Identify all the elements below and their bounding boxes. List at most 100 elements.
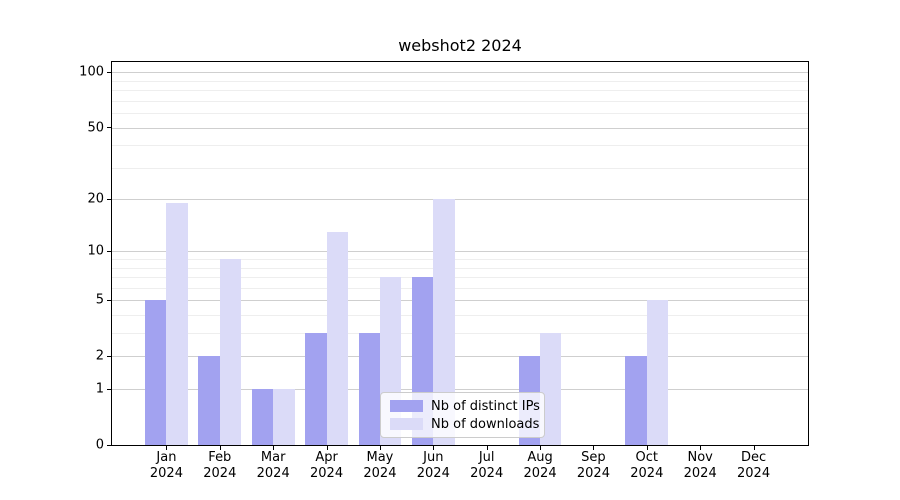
bar-distinct-ips-jan <box>145 300 167 445</box>
y-tick-mark <box>107 250 111 252</box>
bar-distinct-ips-oct <box>625 356 647 445</box>
y-tick-mark <box>107 299 111 301</box>
y-tick-mark <box>107 127 111 129</box>
gridline-major <box>112 389 808 391</box>
gridline-minor <box>112 113 808 115</box>
bar-downloads-oct <box>646 300 669 445</box>
gridline-minor <box>112 100 808 102</box>
bar-downloads-mar <box>273 389 295 445</box>
y-tick-mark <box>107 198 111 200</box>
bar-downloads-apr <box>326 231 348 445</box>
x-tick-month: Aug <box>527 450 553 465</box>
x-tick-mark <box>646 446 648 450</box>
gridline-major <box>112 300 808 302</box>
bar-distinct-ips-may <box>358 333 380 445</box>
x-tick-label: Dec 2024 <box>737 450 770 482</box>
x-tick-month: Oct <box>635 450 659 465</box>
x-tick-label: Apr 2024 <box>310 450 343 482</box>
x-tick-mark <box>433 446 435 450</box>
x-tick-mark <box>166 446 168 450</box>
legend: Nb of distinct IPs Nb of downloads <box>380 392 545 438</box>
x-tick-label: Feb 2024 <box>203 450 236 482</box>
plot-area <box>111 61 809 446</box>
x-tick-month: Mar <box>260 450 286 465</box>
y-tick-label: 2 <box>95 348 104 364</box>
gridline-major <box>112 199 808 201</box>
x-tick-year: 2024 <box>576 466 610 481</box>
x-tick-year: 2024 <box>149 466 183 481</box>
gridline-minor <box>112 167 808 169</box>
gridline-minor <box>112 287 808 289</box>
x-tick-year: 2024 <box>683 466 717 481</box>
legend-swatch-distinct-ips <box>390 400 423 412</box>
x-tick-label: Oct 2024 <box>630 450 663 482</box>
x-tick-mark <box>486 446 488 450</box>
x-tick-year: 2024 <box>256 466 290 481</box>
gridline-major <box>112 72 808 74</box>
x-tick-year: 2024 <box>470 466 504 481</box>
gridline-minor <box>112 277 808 279</box>
legend-swatch-downloads <box>390 418 423 430</box>
bar-distinct-ips-feb <box>198 356 220 445</box>
bar-downloads-aug <box>540 333 562 445</box>
y-tick-label: 50 <box>87 120 104 136</box>
legend-item-distinct-ips: Nb of distinct IPs <box>390 398 540 414</box>
x-tick-month: Jun <box>423 450 444 465</box>
y-tick-mark <box>107 355 111 357</box>
x-tick-label: Jul 2024 <box>470 450 503 482</box>
x-tick-label: Jan 2024 <box>150 450 183 482</box>
y-tick-mark <box>107 71 111 73</box>
x-tick-month: May <box>366 450 394 465</box>
y-tick-mark <box>107 388 111 390</box>
x-tick-month: Feb <box>208 450 232 465</box>
x-tick-label: Mar 2024 <box>257 450 290 482</box>
gridline-major <box>112 251 808 253</box>
y-tick-label: 20 <box>87 191 104 207</box>
x-tick-mark <box>753 446 755 450</box>
x-tick-month: Jan <box>156 450 177 465</box>
y-tick-label: 5 <box>95 292 104 308</box>
x-tick-mark <box>326 446 328 450</box>
gridline-major <box>112 445 808 446</box>
bar-downloads-jan <box>166 203 188 445</box>
y-tick-label: 10 <box>87 243 104 259</box>
gridline-minor <box>112 315 808 317</box>
x-tick-label: Nov 2024 <box>684 450 717 482</box>
y-tick-label: 100 <box>79 64 104 80</box>
x-tick-year: 2024 <box>310 466 344 481</box>
gridline-minor <box>112 333 808 335</box>
gridline-minor <box>112 145 808 147</box>
bar-distinct-ips-apr <box>305 333 327 445</box>
y-tick-label: 1 <box>95 381 104 397</box>
x-tick-year: 2024 <box>203 466 237 481</box>
x-tick-month: Jul <box>478 450 495 465</box>
x-tick-month: Apr <box>315 450 338 465</box>
x-tick-label: Jun 2024 <box>417 450 450 482</box>
gridline-minor <box>112 80 808 82</box>
x-tick-mark <box>273 446 275 450</box>
x-tick-year: 2024 <box>737 466 771 481</box>
x-tick-year: 2024 <box>523 466 557 481</box>
y-tick-label: 0 <box>95 437 104 453</box>
gridline-major <box>112 127 808 129</box>
x-tick-month: Sep <box>581 450 606 465</box>
x-tick-mark <box>379 446 381 450</box>
x-tick-year: 2024 <box>416 466 450 481</box>
x-tick-mark <box>540 446 542 450</box>
x-tick-mark <box>219 446 221 450</box>
gridline-minor <box>112 90 808 92</box>
legend-label-distinct-ips: Nb of distinct IPs <box>431 398 540 414</box>
legend-item-downloads: Nb of downloads <box>390 416 539 432</box>
x-tick-month: Dec <box>740 450 767 465</box>
bar-distinct-ips-mar <box>251 389 274 445</box>
x-tick-label: Sep 2024 <box>577 450 610 482</box>
x-tick-year: 2024 <box>630 466 664 481</box>
bar-downloads-jun <box>433 199 455 445</box>
x-tick-month: Nov <box>687 450 713 465</box>
x-tick-year: 2024 <box>363 466 397 481</box>
x-tick-mark <box>700 446 702 450</box>
y-tick-mark <box>107 444 111 446</box>
gridline-minor <box>112 267 808 269</box>
x-tick-label: May 2024 <box>363 450 396 482</box>
